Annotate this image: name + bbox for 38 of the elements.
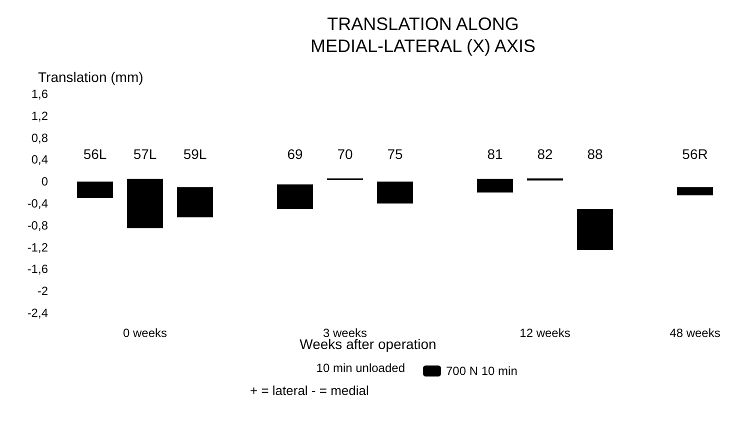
- text: 12 weeks: [520, 326, 570, 340]
- y-axis-title: Translation (mm): [38, 69, 144, 85]
- x-tick-label: 56R: [682, 146, 708, 162]
- x-tick-label: 59L: [183, 146, 207, 162]
- y-tick-label: 1,2: [31, 108, 48, 123]
- bar: [277, 184, 313, 209]
- y-tick-label: 1,6: [31, 87, 48, 101]
- bar: [577, 208, 613, 250]
- x-tick-label: 75: [387, 146, 403, 162]
- text: 0 weeks: [122, 326, 168, 340]
- y-tick-label: -1,6: [27, 262, 48, 276]
- y-tick-label: 0: [41, 174, 48, 189]
- x-tick-label: 88: [587, 146, 603, 162]
- y-tick-label: -2,4: [27, 306, 48, 320]
- y-tick-label: -2: [37, 284, 48, 298]
- y-tick-label: -0,4: [27, 196, 48, 210]
- x-tick-label: 81: [487, 146, 503, 162]
- y-tick-label: -0,8: [27, 218, 48, 232]
- bar: [527, 178, 563, 181]
- bar: [77, 182, 113, 198]
- chart-title: TRANSLATION ALONG MEDIAL-LATERAL (X) AXIS: [310, 14, 536, 56]
- bar: [377, 182, 413, 204]
- y-tick-label: 0,8: [31, 130, 48, 145]
- x-tick-label: 69: [287, 146, 303, 162]
- x-tick-label: 70: [337, 146, 353, 162]
- bar: [177, 187, 213, 218]
- x-tick-label: 56L: [83, 146, 107, 162]
- text: 10 min unloaded: [316, 361, 405, 375]
- text: 48 weeks: [670, 326, 720, 340]
- bar: [477, 178, 513, 193]
- y-tick-label: -1,2: [27, 240, 48, 254]
- x-tick-label: 82: [537, 146, 553, 162]
- y-tick-label: 0,4: [31, 152, 48, 167]
- text: + = lateral - = medial: [250, 383, 369, 398]
- legend-label: 700 N 10 min: [446, 364, 518, 378]
- x-tick-label: 57L: [133, 146, 157, 162]
- bar: [127, 178, 163, 228]
- bar: [677, 187, 713, 196]
